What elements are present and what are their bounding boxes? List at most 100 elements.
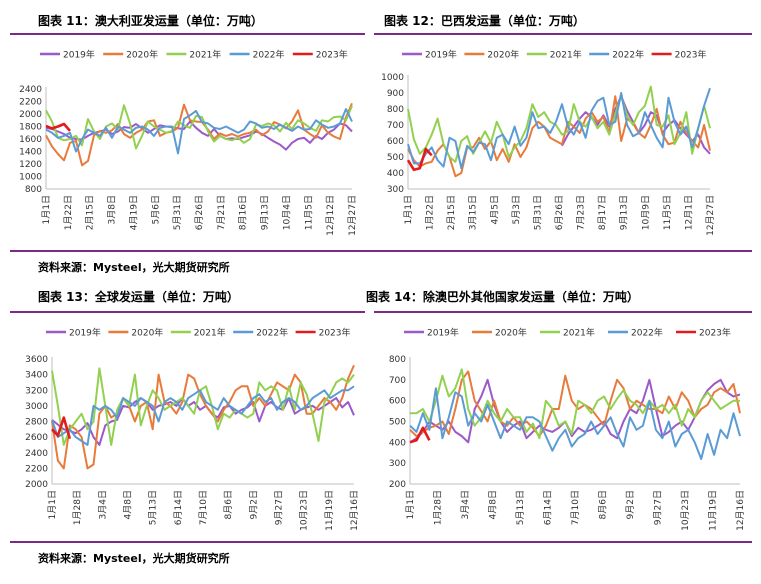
chart-12-legend-2022: 2022年 [589, 49, 644, 61]
chart-13-xtick: 10月23日 [299, 490, 310, 531]
chart-11-legend-2021: 2021年 [166, 49, 221, 61]
chart-12-series-2023 [406, 147, 433, 172]
chart-14-xtick: 11月19日 [708, 490, 719, 531]
chart-13-ytick: 2600 [25, 433, 48, 443]
chart-14-xtick: 3月4日 [460, 490, 471, 519]
chart-14-xtick: 6月14日 [543, 490, 554, 525]
chart-13-legend-2022: 2022年 [233, 327, 288, 339]
chart-13-ytick: 2000 [25, 480, 48, 490]
chart-13-xtick: 7月10日 [198, 490, 209, 525]
chart-14-legend-label-2023: 2023年 [699, 327, 731, 339]
chart-14: 2019年 2020年 2021年 2022年 2023年 200 300 400 500 600… [389, 327, 746, 531]
chart-13-xtick: 8月6日 [223, 490, 234, 519]
chart-11-legend-label-2019: 2019年 [63, 49, 95, 61]
chart-14-ytick: 400 [389, 438, 406, 448]
chart-14-xtick: 4月8日 [488, 490, 499, 519]
chart-11: 2019年 2020年 2021年 2022年 2023年 800 1000 1200 1400… [19, 49, 358, 236]
chart-13: 2019年 2020年 2021年 2022年 2023年 2000 2200 2400 260… [25, 327, 360, 531]
chart-11-ytick: 2000 [19, 110, 42, 120]
chart-11-legend-2019: 2019年 [40, 49, 95, 61]
chart-12-legend-2020: 2020年 [464, 49, 519, 61]
chart-14-series-2022 [409, 387, 741, 460]
chart-13-title: 图表 13：全球发运量（单位：万吨） [38, 290, 239, 304]
chart-12-legend-label-2021: 2021年 [550, 49, 582, 61]
chart-11-xtick: 2月15日 [85, 195, 96, 230]
chart-12-xtick: 12月1日 [683, 195, 694, 230]
chart-13-xtick: 9月27日 [274, 490, 285, 525]
chart-14-rule [374, 311, 752, 313]
chart-13-xtick: 9月2日 [248, 490, 259, 519]
chart-11-xtick: 3月8日 [107, 195, 118, 224]
chart-14-legend-label-2021: 2021年 [563, 327, 595, 339]
chart-14-xtick: 8月6日 [598, 490, 609, 519]
chart-14-ytick: 600 [389, 397, 406, 407]
chart-12-legend-2023: 2023年 [651, 49, 707, 61]
chart-12-xtick: 3月15日 [468, 195, 479, 230]
chart-11-legend-2020: 2020年 [103, 49, 158, 61]
chart-11-xtick: 5月6日 [150, 195, 161, 224]
chart-14-series-2020 [409, 370, 741, 438]
chart-13-legend-label-2023: 2023年 [319, 327, 351, 339]
chart-14-legend-2021: 2021年 [540, 327, 595, 339]
chart-13-ytick: 2200 [25, 464, 48, 474]
chart-14-xtick: 1月28日 [433, 490, 444, 525]
chart-14-legend-label-2019: 2019年 [427, 327, 459, 339]
chart-13-legend-2020: 2020年 [108, 327, 163, 339]
chart-11-ytick: 1400 [19, 148, 42, 158]
chart-14-title: 图表 14：除澳巴外其他国家发运量（单位：万吨） [366, 290, 639, 304]
chart-13-rule [10, 311, 365, 313]
chart-14-series-2019 [409, 378, 741, 444]
chart-14-xtick: 5月13日 [515, 490, 526, 525]
chart-13-xtick: 12月16日 [349, 490, 360, 531]
chart-13-xtick: 3月4日 [97, 490, 108, 519]
chart-13-series-2022 [51, 385, 355, 446]
chart-12-legend-label-2023: 2023年 [675, 49, 707, 61]
chart-11-legend-label-2022: 2022年 [253, 49, 285, 61]
chart-12-ytick: 700 [387, 121, 404, 131]
chart-11-ytick: 2400 [19, 85, 42, 95]
chart-12-xtick: 4月5日 [489, 195, 500, 224]
chart-11-legend-label-2021: 2021年 [189, 49, 221, 61]
chart-13-legend-label-2019: 2019年 [69, 327, 101, 339]
chart-12-title: 图表 12：巴西发运量（单位：万吨） [384, 14, 585, 28]
chart-12-ytick: 1000 [381, 73, 404, 83]
chart-14-xtick: 7月10日 [570, 490, 581, 525]
chart-13-ytick: 3200 [25, 386, 48, 396]
chart-12: 2019年 2020年 2021年 2022年 2023年 300 400 500 600 700… [381, 49, 716, 236]
chart-13-ytick: 3000 [25, 402, 48, 412]
chart-14-ytick: 200 [389, 480, 406, 490]
chart-12-legend-label-2020: 2020年 [487, 49, 519, 61]
chart-11-legend-2023: 2023年 [292, 49, 348, 61]
bottom-source-rule [10, 541, 752, 543]
chart-11-ytick: 1000 [19, 173, 42, 183]
chart-14-ytick: 300 [389, 459, 406, 469]
chart-11-xtick: 6月26日 [194, 195, 205, 230]
chart-12-series-2022 [407, 87, 711, 170]
chart-13-legend-2021: 2021年 [170, 327, 226, 339]
chart-11-xtick: 11月5日 [303, 195, 314, 230]
chart-12-xtick: 6月26日 [554, 195, 565, 230]
chart-11-series-2022 [45, 108, 353, 155]
chart-14-legend-2020: 2020年 [472, 327, 527, 339]
chart-11-legend-2022: 2022年 [229, 49, 285, 61]
source-note-bottom: 资料来源：Mysteel，光大期货研究所 [38, 552, 230, 565]
chart-12-legend-label-2019: 2019年 [425, 49, 457, 61]
chart-13-series-2023 [51, 416, 72, 440]
chart-12-xtick: 7月23日 [576, 195, 587, 230]
chart-12-ytick: 600 [387, 137, 404, 147]
chart-14-xtick: 10月23日 [680, 490, 691, 531]
chart-12-ytick: 900 [387, 89, 404, 99]
chart-11-xtick: 1月1日 [41, 195, 52, 224]
chart-11-ytick: 1600 [19, 135, 42, 145]
chart-13-xtick: 11月19日 [324, 490, 335, 531]
chart-14-series-2023 [409, 426, 431, 444]
chart-14-xtick: 12月16日 [735, 490, 746, 531]
chart-11-ytick: 800 [25, 185, 42, 195]
chart-12-xtick: 12月27日 [705, 195, 716, 236]
chart-13-legend-label-2020: 2020年 [131, 327, 163, 339]
chart-13-legend-label-2022: 2022年 [256, 327, 288, 339]
chart-13-ytick: 3600 [25, 355, 48, 365]
chart-12-xtick: 5月3日 [511, 195, 522, 224]
chart-12-ytick: 300 [387, 185, 404, 195]
chart-12-xtick: 10月9日 [640, 195, 651, 230]
